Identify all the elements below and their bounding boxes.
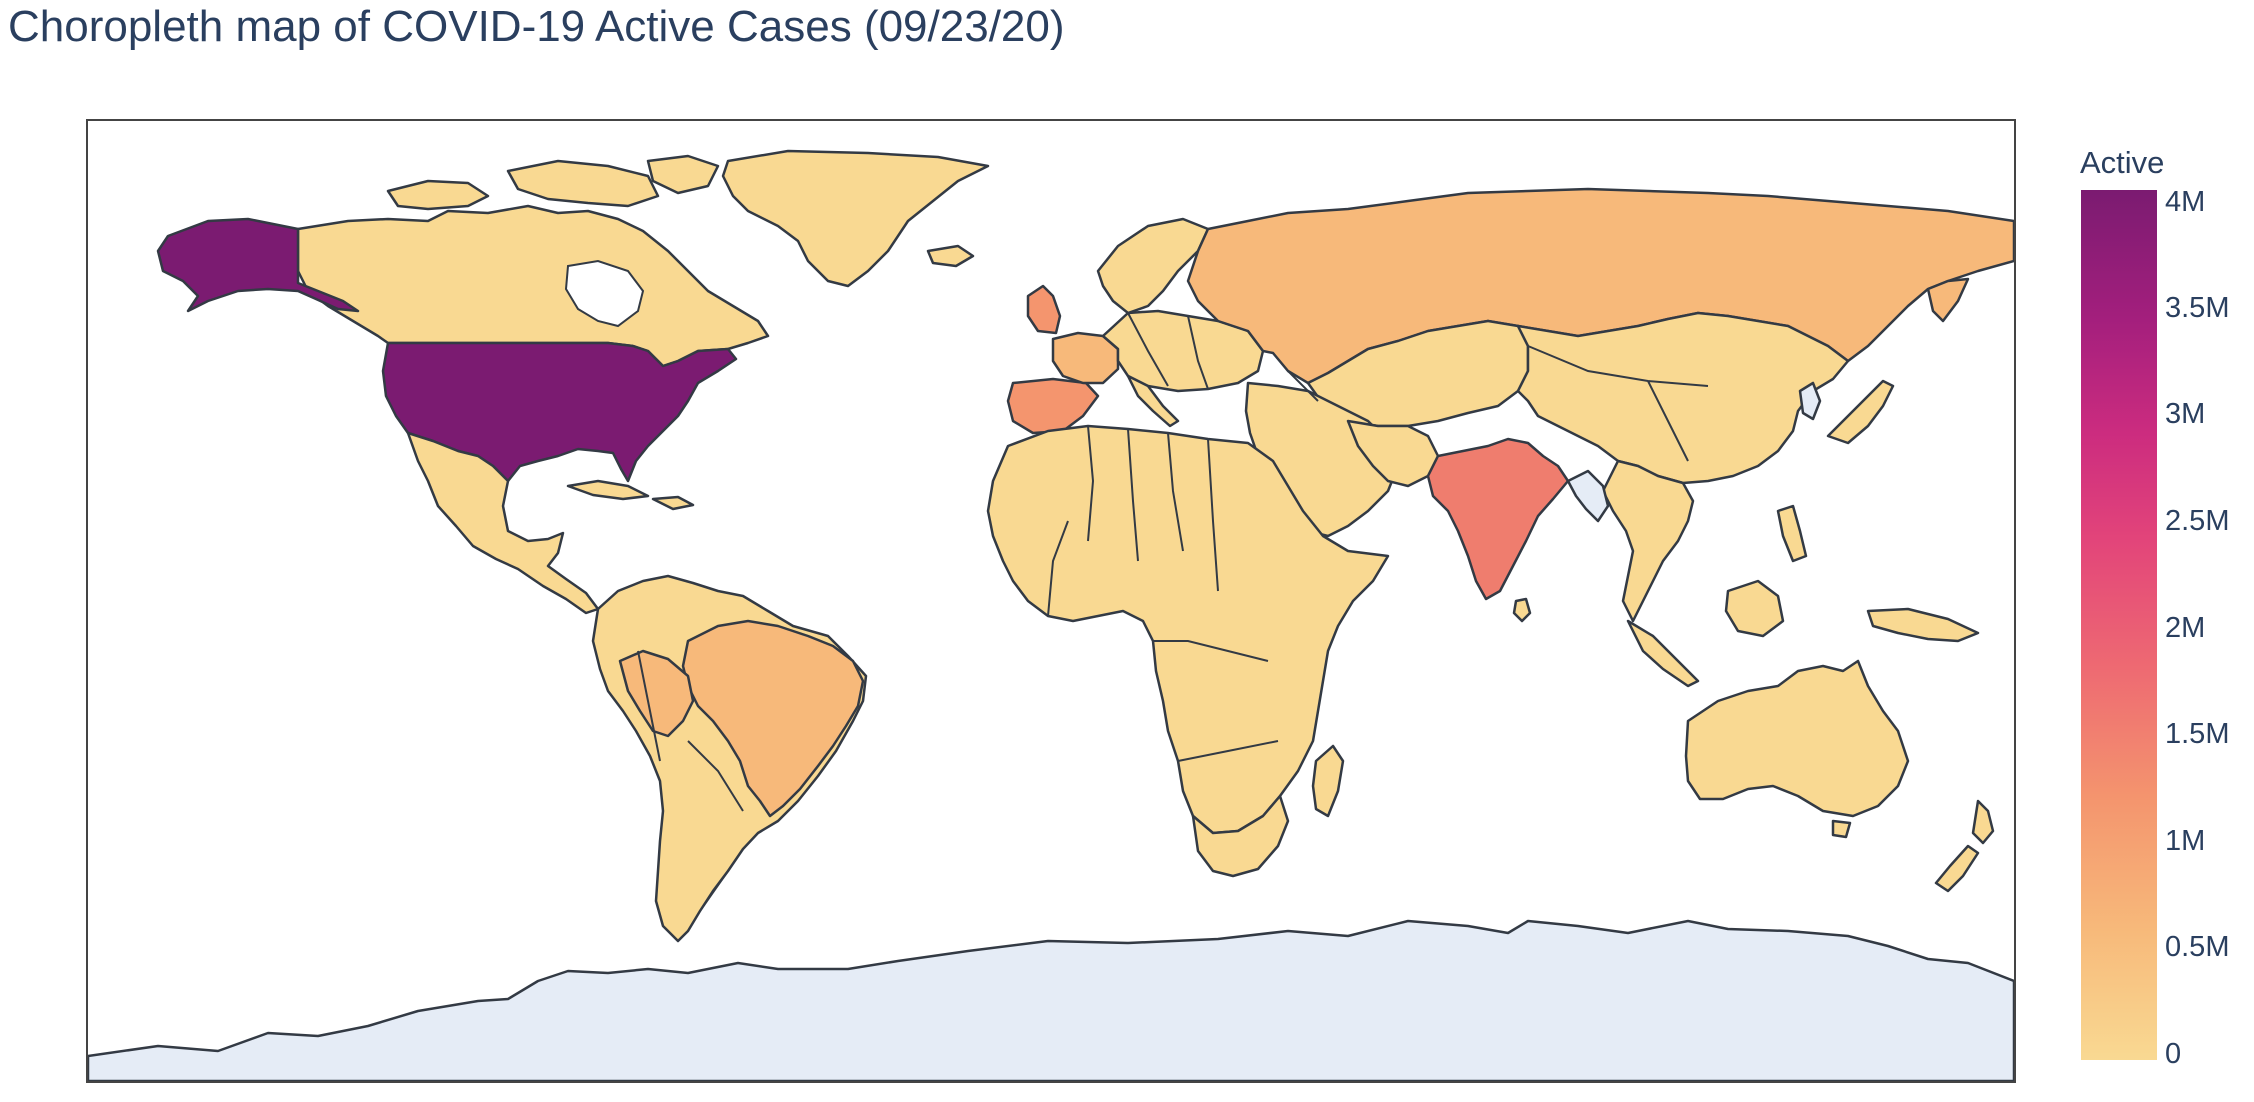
new-guinea-shape[interactable] — [1866, 607, 1980, 643]
map-area[interactable] — [86, 119, 2016, 1083]
caribbean-islands-shape[interactable] — [651, 495, 695, 511]
greenland-shape[interactable] — [721, 149, 990, 288]
arctic-islands-shape[interactable] — [506, 159, 660, 208]
arctic-islands-shape[interactable] — [386, 179, 490, 211]
china-shape[interactable] — [1516, 311, 1850, 485]
central-europe-shape[interactable] — [1101, 309, 1265, 393]
colorbar-title: Active — [2080, 145, 2165, 180]
myanmar-shape[interactable] — [1566, 469, 1610, 523]
italy-shape[interactable] — [1126, 374, 1180, 428]
kamchatka-shape[interactable] — [1926, 277, 1970, 323]
colorbar-tick-label: 2M — [2165, 612, 2206, 644]
scandinavia-shape[interactable] — [1096, 217, 1210, 315]
colorbar-tick-label: 4M — [2165, 186, 2206, 218]
france-shape[interactable] — [1051, 331, 1120, 385]
colorbar-tick-label: 0 — [2165, 1038, 2182, 1070]
colorbar-tick-label: 2.5M — [2165, 505, 2230, 537]
uk-shape[interactable] — [1026, 284, 1062, 335]
tasmania-shape[interactable] — [1831, 819, 1852, 839]
world-map[interactable] — [88, 121, 2014, 1081]
colorbar — [2081, 190, 2157, 1060]
india-shape[interactable] — [1426, 437, 1570, 601]
madagascar-shape[interactable] — [1311, 744, 1345, 818]
spain-shape[interactable] — [1006, 377, 1100, 435]
brazil-shape[interactable] — [681, 619, 865, 818]
new-zealand-shape[interactable] — [1934, 844, 1980, 893]
colorbar-tick-label: 3M — [2165, 398, 2206, 430]
philippines-shape[interactable] — [1776, 504, 1808, 563]
arctic-islands-shape[interactable] — [646, 154, 720, 195]
country-border-lines — [297, 229, 1709, 912]
new-zealand-shape[interactable] — [1971, 799, 1995, 845]
sri-lanka-shape[interactable] — [1512, 597, 1532, 623]
colorbar-tick-label: 3.5M — [2165, 292, 2230, 324]
south-africa-shape[interactable] — [1191, 794, 1290, 878]
southeast-asia-shape[interactable] — [1601, 459, 1695, 623]
colorbar-tick-label: 1.5M — [2165, 718, 2230, 750]
cuba-shape[interactable] — [566, 479, 650, 501]
peru-shape[interactable] — [618, 649, 695, 738]
korea-shape[interactable] — [1798, 381, 1822, 421]
iceland-shape[interactable] — [926, 244, 975, 268]
hudson-bay-shape — [564, 259, 645, 328]
canada-shape[interactable] — [296, 204, 770, 368]
borneo-shape[interactable] — [1724, 579, 1785, 638]
colorbar-tick-label: 0.5M — [2165, 931, 2230, 963]
japan-shape[interactable] — [1826, 379, 1895, 445]
australia-shape[interactable] — [1684, 659, 1910, 818]
colorbar-tick-label: 1M — [2165, 825, 2206, 857]
sumatra-shape[interactable] — [1626, 619, 1700, 688]
chart-title: Choropleth map of COVID-19 Active Cases … — [8, 2, 1065, 51]
mexico-shape[interactable] — [406, 431, 600, 615]
antarctica-shape[interactable] — [88, 919, 2014, 1081]
